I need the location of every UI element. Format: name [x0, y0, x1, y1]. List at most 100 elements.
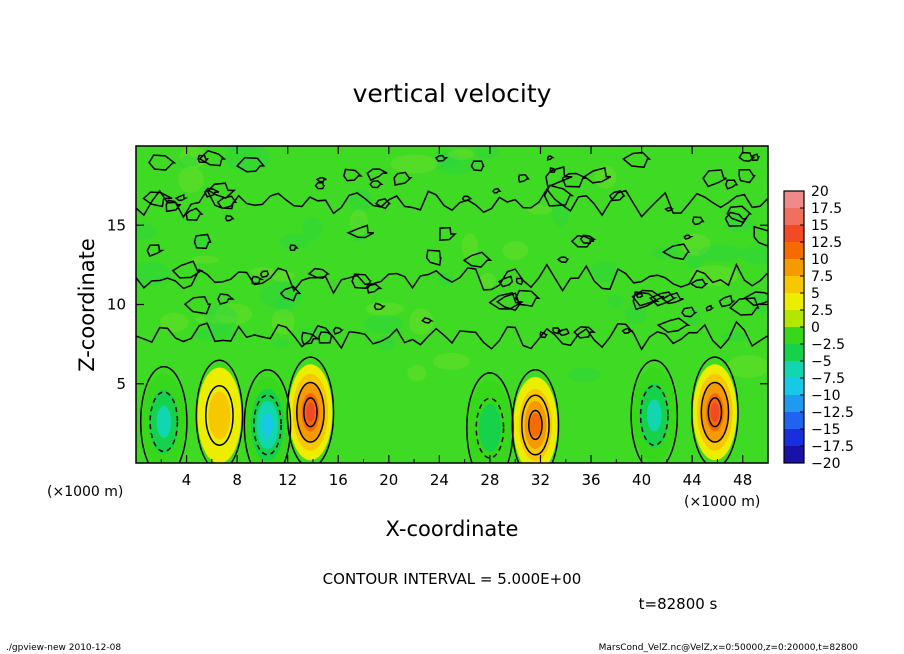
- contour-line: [630, 359, 679, 463]
- contour-line: [243, 369, 292, 463]
- velocity-cell: [197, 367, 242, 463]
- texture-blob: [275, 296, 294, 316]
- contour-line: [725, 179, 739, 190]
- x-tick-label: 40: [632, 471, 651, 489]
- colorbar-swatch: [784, 327, 804, 344]
- colorbar-swatch: [784, 412, 804, 429]
- contour-line: [492, 187, 502, 194]
- contour-line: [546, 155, 555, 161]
- texture-blob: [259, 281, 304, 309]
- contour-line: [726, 205, 753, 224]
- texture-blob: [479, 272, 496, 289]
- contour-line: [366, 168, 388, 182]
- cell-level: [529, 412, 541, 437]
- contour-line: [556, 256, 570, 264]
- texture-blob: [224, 146, 271, 172]
- contour-interval: CONTOUR INTERVAL = 5.000E+00: [323, 570, 582, 588]
- texture-blob: [726, 354, 768, 378]
- colorbar-swatch: [784, 242, 804, 259]
- colorbar-swatch: [784, 344, 804, 361]
- contour-line: [683, 234, 694, 240]
- texture-blob: [222, 146, 258, 152]
- contour-line: [753, 225, 768, 247]
- texture-blob: [409, 308, 434, 335]
- contour-line: [738, 151, 756, 162]
- contour-line: [635, 292, 644, 299]
- contour-line: [475, 397, 505, 459]
- y-axis-label: Z-coordinate: [75, 238, 99, 372]
- contour-line: [743, 291, 768, 307]
- texture-blob: [272, 339, 291, 348]
- colorbar-label: −2.5: [811, 337, 845, 353]
- chart-title: vertical velocity: [353, 79, 552, 108]
- contour-line: [174, 193, 189, 202]
- texture-blob: [448, 148, 475, 161]
- texture-blob: [567, 367, 602, 382]
- contour-line: [583, 166, 612, 184]
- colorbar-label: 0: [811, 320, 820, 336]
- contour-line: [511, 369, 560, 463]
- contour-line: [702, 169, 727, 188]
- footer-right: MarsCond_VelZ.nc@VelZ,x=0:50000,z=0:2000…: [599, 643, 859, 653]
- velocity-cell: [513, 376, 558, 463]
- colorbar-swatch: [784, 310, 804, 327]
- contour-line: [289, 244, 299, 251]
- contour-line: [171, 260, 204, 279]
- texture-blob: [279, 234, 310, 249]
- contour-line: [195, 359, 244, 463]
- x-tick-label: 4: [182, 471, 192, 489]
- x-axis-label: X-coordinate: [386, 517, 519, 541]
- contour-line: [224, 214, 235, 222]
- time-label: t=82800 s: [639, 595, 718, 613]
- colorbar-swatch: [784, 446, 804, 463]
- texture-blob: [720, 331, 748, 342]
- contour-line: [570, 234, 595, 248]
- colorbar-swatch: [784, 208, 804, 225]
- texture-blob: [302, 216, 323, 240]
- texture-blob: [160, 312, 189, 332]
- colorbar-swatch: [784, 191, 804, 208]
- contour-line: [515, 277, 524, 286]
- colorbar-swatch: [784, 276, 804, 293]
- y-tick-label: 15: [107, 216, 126, 234]
- colorbar-swatch: [784, 361, 804, 378]
- colorbar-label: 17.5: [811, 201, 842, 217]
- velocity-cells: [141, 364, 737, 463]
- contour-line: [307, 267, 331, 279]
- contour-line: [198, 149, 227, 167]
- contour-line: [573, 326, 596, 339]
- x-tick-label: 8: [232, 471, 242, 489]
- x-tick-label: 44: [683, 471, 702, 489]
- texture-blob: [179, 155, 198, 170]
- contour-line: [700, 381, 730, 443]
- zero-contours: [136, 149, 768, 463]
- texture-blob: [350, 209, 368, 236]
- colorbar-label: −17.5: [811, 439, 854, 455]
- texture-blob: [271, 308, 295, 335]
- x-tick-label: 48: [733, 471, 752, 489]
- texture-blob: [740, 244, 768, 265]
- contour-line: [631, 289, 665, 307]
- contour-line: [366, 283, 383, 294]
- contour-line: [300, 331, 321, 345]
- texture-blob: [502, 241, 529, 260]
- texture-blob: [461, 233, 478, 260]
- colorbar-swatch: [784, 259, 804, 276]
- x-tick-label: 12: [278, 471, 297, 489]
- colorbar-swatch: [784, 225, 804, 242]
- y-tick-label: 5: [116, 375, 126, 393]
- cell-level: [156, 405, 172, 438]
- texture-blob: [527, 204, 553, 215]
- contour-line: [691, 356, 739, 463]
- colorbar-label: 2.5: [811, 303, 833, 319]
- x-tick-label: 20: [379, 471, 398, 489]
- contour-line: [729, 297, 760, 316]
- velocity-cell: [288, 364, 333, 461]
- y-axis-ticks: 5 10 15: [107, 216, 768, 393]
- contour-line: [681, 306, 698, 318]
- colorbar: 2017.51512.5107.552.50−2.5−5−7.5−10−12.5…: [783, 184, 854, 472]
- contour-line: [738, 168, 756, 184]
- velocity-cell: [467, 380, 512, 463]
- contour-line: [235, 156, 266, 173]
